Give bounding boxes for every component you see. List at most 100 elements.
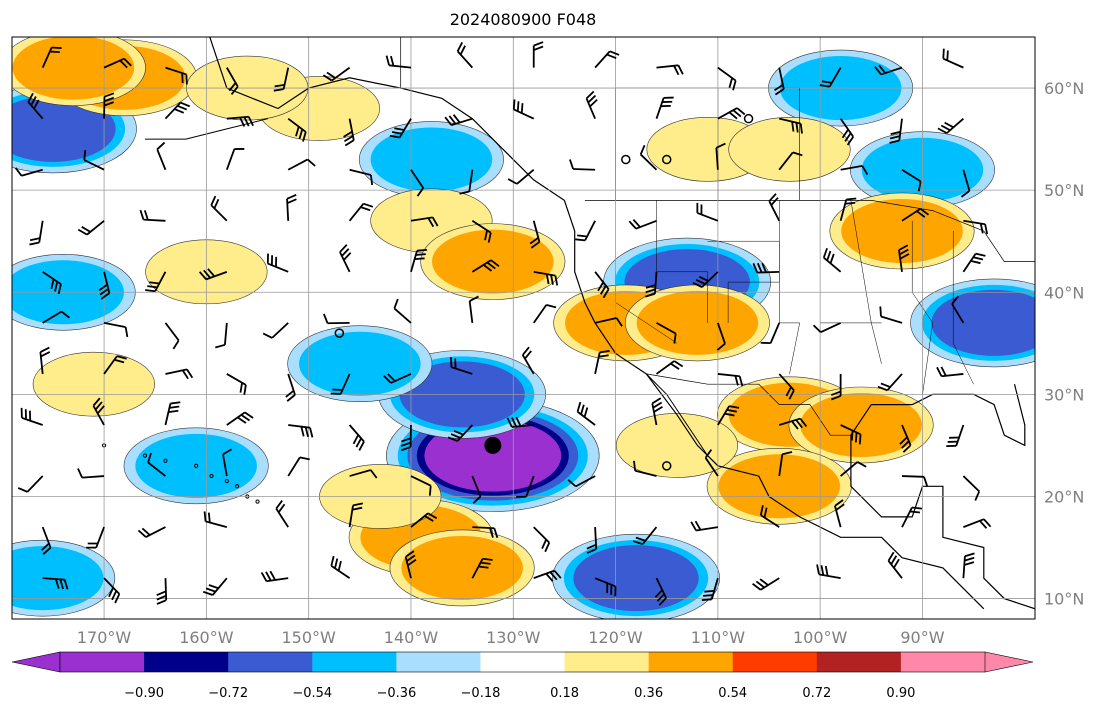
wind-barb-70: [383, 373, 412, 384]
wind-barb-126: [901, 208, 930, 222]
wind-barb-32: [17, 475, 44, 493]
wind-barb-38: [410, 475, 432, 496]
wind-barb-61: [840, 424, 862, 445]
island-7: [142, 453, 148, 458]
wind-barb-119: [471, 220, 492, 243]
wind-barb-12: [752, 577, 780, 591]
wind-barb-60: [778, 417, 808, 430]
wind-barb-137: [569, 159, 596, 171]
positive-contour-15-2: [841, 199, 963, 263]
baja-coastline: [645, 373, 719, 467]
wind-barb-47: [962, 475, 981, 501]
colorbar-label-9: 0.90: [886, 686, 915, 701]
wind-barb-118: [410, 216, 439, 228]
wind-barb-51: [226, 411, 254, 426]
colorbar-label-8: 0.72: [802, 686, 831, 701]
wind-barb-147: [226, 115, 254, 127]
wind-barb-99: [198, 268, 228, 281]
island-3: [209, 473, 214, 479]
wind-barb-135: [459, 169, 474, 195]
wind-barb-35: [222, 448, 233, 477]
wind-barb-155: [717, 107, 746, 120]
wind-barb-5: [330, 555, 351, 579]
colorbar-label-1: −0.72: [208, 686, 248, 701]
wind-barb-104: [533, 270, 559, 286]
wind-barb-34: [147, 452, 167, 477]
calm-wind-marker-3: [661, 154, 672, 165]
wind-barb-174: [874, 64, 903, 76]
island-6: [163, 458, 168, 463]
wind-barb-170: [656, 64, 684, 76]
wind-barb-44: [778, 451, 793, 477]
wind-barb-151: [444, 114, 473, 126]
wind-barb-124: [768, 193, 781, 222]
lat-label-2: 30°N: [1044, 385, 1084, 404]
wind-barb-162: [165, 66, 188, 85]
colorbar-segment-2: [228, 652, 313, 672]
wind-barb-160: [41, 46, 62, 68]
positive-contour-7-2: [800, 393, 922, 457]
colorbar-label-3: −0.36: [376, 686, 416, 701]
map-background: [12, 37, 1035, 619]
lon-label-5: 120°W: [588, 628, 643, 647]
island-5: [194, 463, 199, 468]
wind-barb-127: [963, 219, 989, 235]
wind-barb-95: [951, 295, 965, 324]
wind-barb-48: [20, 407, 43, 426]
wind-barb-103: [471, 259, 500, 273]
wind-barb-94: [879, 306, 903, 324]
wind-barb-102: [410, 248, 428, 273]
wind-barb-69: [330, 373, 351, 395]
lat-label-5: 60°N: [1044, 79, 1084, 98]
wind-barb-107: [692, 271, 719, 288]
wind-barb-96: [42, 271, 62, 295]
wind-barb-105: [594, 271, 610, 299]
lon-label-4: 130°W: [486, 628, 541, 647]
wind-barb-45: [840, 461, 867, 477]
colorbar-segment-0: [60, 652, 145, 672]
wind-barb-29: [834, 499, 845, 528]
wind-barb-171: [717, 66, 737, 91]
negative-contour-9-2: [299, 331, 421, 396]
wind-barb-142: [901, 168, 922, 192]
wind-barb-122: [628, 219, 657, 230]
wind-barb-11: [701, 577, 719, 602]
wind-barb-37: [349, 469, 378, 479]
positive-contour-18-1: [32, 351, 155, 417]
wind-barb-158: [889, 118, 903, 144]
wind-barb-52: [288, 424, 314, 438]
wind-barb-33: [77, 468, 105, 479]
wind-barb-31: [963, 518, 992, 529]
wind-barb-86: [393, 298, 412, 324]
wind-barb-128: [14, 167, 43, 177]
wind-barb-76: [778, 373, 795, 400]
wind-barb-148: [287, 117, 307, 142]
calm-wind-marker-2: [621, 154, 631, 165]
colorbar-label-7: 0.54: [718, 686, 747, 701]
wind-barb-17: [86, 526, 105, 549]
negative-contour-2-3: [573, 545, 699, 612]
wind-barb-28: [759, 505, 780, 528]
lat-label-1: 20°N: [1044, 487, 1084, 506]
wind-barb-54: [400, 424, 412, 452]
wind-barb-134: [410, 169, 425, 197]
wind-barb-90: [656, 322, 677, 344]
positive-contour-9-2: [401, 535, 523, 600]
calm-wind-marker-4: [743, 113, 754, 124]
wind-barb-39: [471, 475, 482, 504]
latitude-labels: 10°N 20°N 30°N 40°N 50°N 60°N: [1044, 79, 1084, 609]
wind-barb-175: [942, 48, 964, 69]
wind-barb-14: [887, 551, 903, 579]
island-0: [234, 484, 240, 489]
wind-barb-62: [899, 424, 912, 453]
lat-label-3: 40°N: [1044, 283, 1084, 302]
wind-barb-53: [348, 424, 365, 451]
lon-label-3: 140°W: [384, 628, 439, 647]
wind-barb-6: [404, 550, 417, 579]
wind-barb-67: [226, 373, 247, 395]
colorbar-segment-7: [648, 652, 734, 672]
wind-barb-75: [717, 373, 744, 387]
wind-barb-150: [389, 118, 412, 139]
wind-barb-36: [287, 456, 310, 477]
